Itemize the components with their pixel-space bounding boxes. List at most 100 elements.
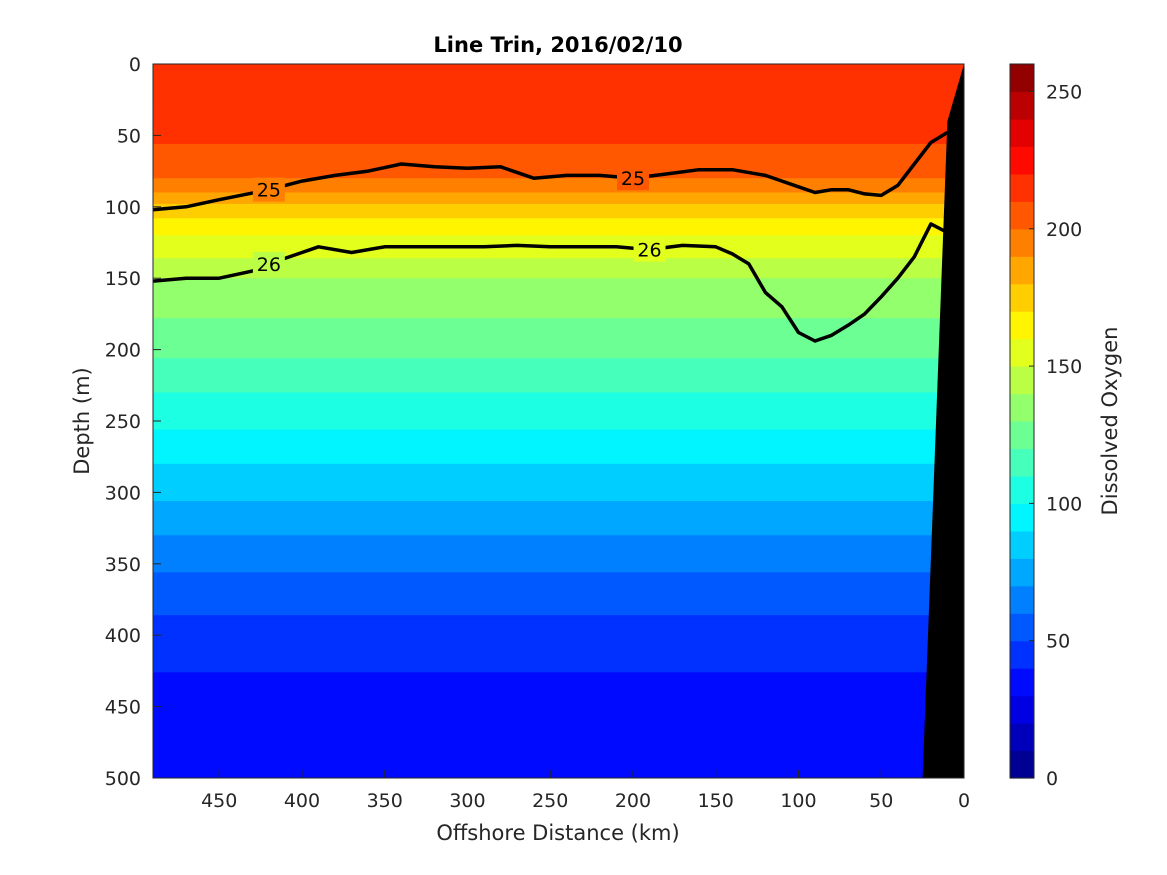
oxygen-band <box>153 72 964 77</box>
contour-label-bg <box>633 237 666 262</box>
oxygen-band <box>153 389 964 394</box>
oxygen-band <box>153 635 964 639</box>
oxygen-band <box>153 489 964 493</box>
oxygen-band <box>153 121 964 125</box>
oxygen-band <box>153 560 964 565</box>
oxygen-band <box>153 749 964 753</box>
x-tick-label: 250 <box>532 790 568 812</box>
oxygen-band <box>153 206 964 211</box>
y-tick-label: 50 <box>117 125 141 147</box>
oxygen-band <box>153 629 964 633</box>
oxygen-band <box>153 755 964 759</box>
oxygen-band <box>153 269 964 274</box>
oxygen-band <box>153 186 964 191</box>
oxygen-band <box>153 141 964 145</box>
colorbar-level <box>1010 750 1034 779</box>
oxygen-band <box>153 272 964 276</box>
oxygen-band <box>153 692 964 696</box>
oxygen-band <box>153 95 964 99</box>
oxygen-band <box>153 698 964 702</box>
oxygen-band <box>153 169 964 174</box>
oxygen-band <box>153 275 964 279</box>
colorbar-level <box>1010 585 1034 614</box>
oxygen-band <box>153 409 964 414</box>
oxygen-band <box>153 401 964 405</box>
oxygen-band <box>153 720 964 725</box>
oxygen-band <box>153 218 964 222</box>
oxygen-band <box>153 155 964 159</box>
colorbar-level <box>1010 723 1034 752</box>
oxygen-band <box>153 172 964 176</box>
oxygen-band <box>153 215 964 219</box>
colorbar-tick-label: 150 <box>1046 356 1082 378</box>
colorbar-level <box>1010 338 1034 367</box>
oxygen-band <box>153 323 964 328</box>
x-tick-label: 50 <box>869 790 893 812</box>
oxygen-band <box>153 412 964 416</box>
oxygen-band <box>153 318 964 322</box>
oxygen-band <box>153 258 964 262</box>
oxygen-band <box>153 575 964 579</box>
oxygen-band <box>153 178 964 182</box>
oxygen-band <box>153 426 964 431</box>
oxygen-band <box>153 475 964 479</box>
chart-title: Line Trin, 2016/02/10 <box>433 33 682 57</box>
oxygen-band <box>153 606 964 611</box>
oxygen-band <box>153 612 964 616</box>
oxygen-band <box>153 363 964 368</box>
oxygen-band <box>153 192 964 196</box>
oxygen-band <box>153 166 964 171</box>
oxygen-band <box>153 763 964 768</box>
oxygen-band <box>153 772 964 776</box>
oxygen-band <box>153 589 964 593</box>
oxygen-band <box>153 226 964 231</box>
oxygen-band <box>153 118 964 122</box>
y-tick-label: 350 <box>105 554 141 576</box>
oxygen-band <box>153 321 964 325</box>
contour-label-25: 25 <box>257 180 281 202</box>
oxygen-band <box>153 355 964 359</box>
oxygen-band <box>153 309 964 314</box>
oxygen-band <box>153 689 964 693</box>
oxygen-band <box>153 92 964 97</box>
oxygen-band <box>153 369 964 374</box>
oxygen-band <box>153 469 964 474</box>
oxygen-band <box>153 758 964 762</box>
oxygen-band <box>153 221 964 225</box>
oxygen-band <box>153 98 964 102</box>
colorbar-level <box>1010 613 1034 642</box>
oxygen-band <box>153 106 964 111</box>
oxygen-band <box>153 495 964 499</box>
oxygen-band <box>153 212 964 216</box>
colorbar-tick-label: 200 <box>1046 219 1082 241</box>
oxygen-band <box>153 252 964 256</box>
oxygen-band <box>153 438 964 442</box>
contour-label-bg <box>252 177 285 202</box>
oxygen-band <box>153 640 964 645</box>
oxygen-band <box>153 583 964 588</box>
oxygen-band <box>153 555 964 559</box>
oxygen-band <box>153 709 964 713</box>
oxygen-band <box>153 301 964 305</box>
seafloor-polygon <box>922 64 964 778</box>
oxygen-band <box>153 443 964 448</box>
oxygen-band <box>153 675 964 679</box>
oxygen-band <box>153 229 964 234</box>
oxygen-band <box>153 509 964 513</box>
oxygen-band <box>153 138 964 142</box>
colorbar-level <box>1010 475 1034 504</box>
oxygen-band <box>153 335 964 339</box>
oxygen-band <box>153 586 964 591</box>
oxygen-band <box>153 346 964 351</box>
oxygen-band <box>153 452 964 456</box>
oxygen-band <box>153 646 964 651</box>
oxygen-band <box>153 132 964 136</box>
oxygen-band <box>153 126 964 131</box>
oxygen-band <box>153 423 964 428</box>
oxygen-band <box>153 89 964 94</box>
oxygen-band <box>153 278 964 282</box>
oxygen-band <box>153 446 964 451</box>
oxygen-band <box>153 189 964 194</box>
colorbar-level <box>1010 64 1034 93</box>
oxygen-band <box>153 386 964 391</box>
